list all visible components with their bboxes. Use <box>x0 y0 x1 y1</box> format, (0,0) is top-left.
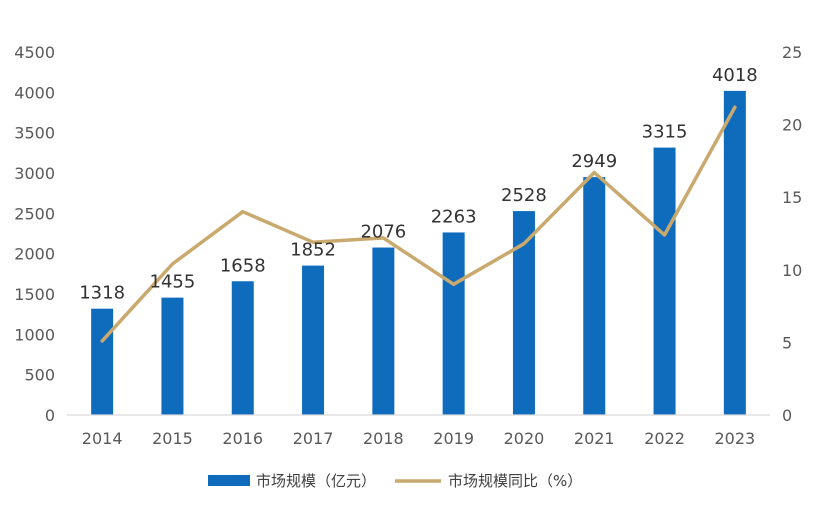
y-right-tick-10: 10 <box>782 261 802 280</box>
bar-label-2021: 2949 <box>571 151 617 172</box>
x-tick-2015: 2015 <box>152 429 193 448</box>
x-tick-2021: 2021 <box>574 429 615 448</box>
bar-label-2014: 1318 <box>79 283 125 304</box>
bar-label-2016: 1658 <box>220 255 266 276</box>
bar-label-2015: 1455 <box>150 272 196 293</box>
y-left-tick-4000: 4000 <box>14 83 55 102</box>
bar-label-2023: 4018 <box>712 65 758 86</box>
y-left-tick-2500: 2500 <box>14 204 55 223</box>
bar-label-2022: 3315 <box>642 122 688 143</box>
bar-2020 <box>512 211 535 415</box>
bar-label-2019: 2263 <box>431 206 477 227</box>
bar-2021 <box>583 177 606 415</box>
x-tick-2014: 2014 <box>82 429 123 448</box>
bar-labels-layer: 1318 1455 1658 1852 2076 2263 2528 2949 3315 4018 <box>79 65 758 304</box>
line-layer <box>100 105 737 343</box>
legend: 市场规模（亿元） 市场规模同比（%） <box>208 472 582 490</box>
bar-2017 <box>302 265 325 415</box>
y-left-tick-3500: 3500 <box>14 124 55 143</box>
y-left-tick-0: 0 <box>45 406 55 425</box>
growth-line <box>100 105 737 343</box>
legend-label-bar: 市场规模（亿元） <box>256 472 376 490</box>
bar-2022 <box>653 147 676 415</box>
legend-label-line: 市场规模同比（%） <box>448 472 582 490</box>
axes-layer: 2014 2015 2016 2017 2018 2019 2020 2021 2022 2023… <box>14 43 802 448</box>
x-tick-2019: 2019 <box>433 429 474 448</box>
bar-label-2020: 2528 <box>501 185 547 206</box>
bar-2023 <box>723 90 746 415</box>
y-left-tick-1500: 1500 <box>14 285 55 304</box>
bar-2018 <box>372 247 395 415</box>
bar-2014 <box>91 308 114 415</box>
bar-label-2018: 2076 <box>360 222 406 243</box>
x-tick-2022: 2022 <box>644 429 685 448</box>
y-right-tick-15: 15 <box>782 188 802 207</box>
y-left-tick-3000: 3000 <box>14 164 55 183</box>
x-tick-2017: 2017 <box>293 429 334 448</box>
x-tick-2020: 2020 <box>504 429 545 448</box>
y-right-tick-0: 0 <box>782 406 792 425</box>
x-tick-2018: 2018 <box>363 429 404 448</box>
y-right-tick-20: 20 <box>782 116 802 135</box>
y-right-tick-5: 5 <box>782 333 792 352</box>
y-left-tick-500: 500 <box>24 366 55 385</box>
bar-2016 <box>231 281 254 415</box>
y-left-tick-2000: 2000 <box>14 245 55 264</box>
x-tick-2016: 2016 <box>222 429 263 448</box>
bars-layer <box>91 90 746 415</box>
y-right-tick-25: 25 <box>782 43 802 62</box>
legend-swatch-bar <box>208 475 250 486</box>
bar-2019 <box>442 232 465 415</box>
x-tick-2023: 2023 <box>714 429 755 448</box>
bar-label-2017: 1852 <box>290 240 336 261</box>
y-left-tick-1000: 1000 <box>14 325 55 344</box>
y-left-tick-4500: 4500 <box>14 43 55 62</box>
bar-2015 <box>161 297 184 415</box>
